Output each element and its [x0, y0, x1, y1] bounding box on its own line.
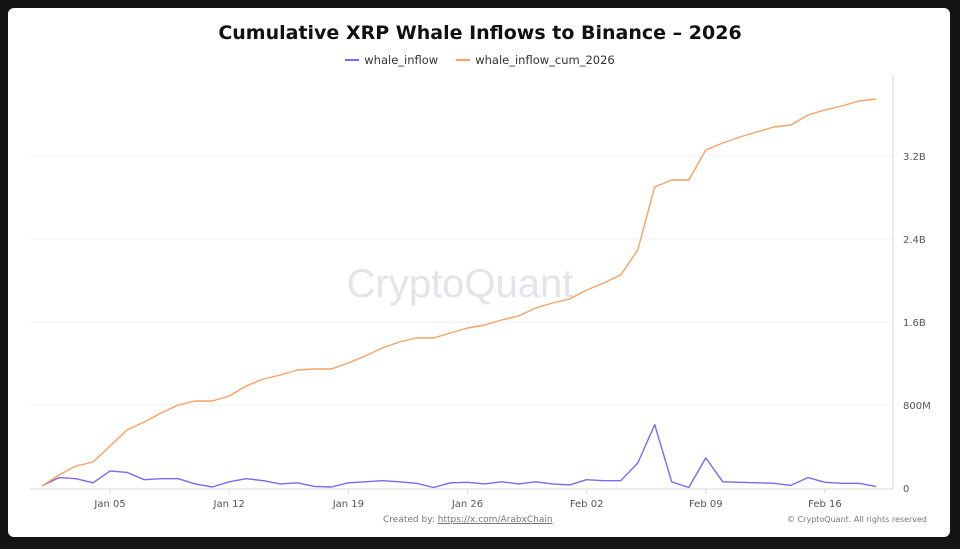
- legend-label: whale_inflow_cum_2026: [475, 53, 615, 67]
- legend: whale_inflow whale_inflow_cum_2026: [0, 53, 960, 67]
- series-line-whale-inflow-cum-2026: [41, 98, 877, 487]
- series-line-whale-inflow: [41, 424, 877, 489]
- x-tick-label: Feb 16: [808, 499, 842, 510]
- x-tick-label: Feb 02: [570, 499, 604, 510]
- legend-item-whale-inflow-cum[interactable]: whale_inflow_cum_2026: [456, 53, 615, 67]
- footer-credit: Created by: https://x.com/ArabxChain: [383, 515, 553, 525]
- x-tick-label: Jan 26: [451, 499, 483, 510]
- x-tick-label: Jan 19: [332, 499, 364, 510]
- x-tick-label: Jan 05: [93, 499, 125, 510]
- created-by-link[interactable]: https://x.com/ArabxChain: [437, 515, 553, 525]
- chart-title: Cumulative XRP Whale Inflows to Binance …: [218, 22, 742, 44]
- y-tick-label: 2.4B: [903, 235, 926, 246]
- legend-item-whale-inflow[interactable]: whale_inflow: [345, 53, 438, 67]
- x-tick-label: Feb 09: [689, 499, 723, 510]
- legend-label: whale_inflow: [364, 53, 439, 67]
- legend-swatch: [456, 59, 471, 61]
- watermark-logo: CryptoQuant: [347, 262, 574, 306]
- legend-swatch: [345, 59, 360, 61]
- created-by-label: Created by:: [383, 515, 435, 525]
- y-tick-label: 0: [903, 484, 909, 495]
- y-tick-label: 3.2B: [903, 152, 926, 163]
- chart-card: [8, 8, 950, 537]
- y-tick-label: 1.6B: [903, 318, 926, 329]
- y-tick-label: 800M: [903, 401, 931, 412]
- x-tick-label: Jan 12: [213, 499, 245, 510]
- copyright: © CryptoQuant. All rights reserved: [787, 515, 927, 524]
